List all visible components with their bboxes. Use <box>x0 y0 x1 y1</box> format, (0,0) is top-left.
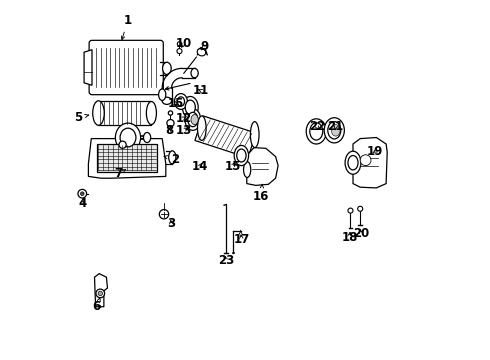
Circle shape <box>96 289 104 298</box>
Text: 4: 4 <box>78 197 86 210</box>
Text: 23: 23 <box>218 255 234 267</box>
Text: 11: 11 <box>193 84 209 97</box>
Ellipse shape <box>162 97 171 104</box>
Circle shape <box>169 111 172 115</box>
Circle shape <box>348 208 353 213</box>
Text: 15: 15 <box>168 97 184 110</box>
Text: 12: 12 <box>176 112 192 125</box>
Circle shape <box>80 192 84 195</box>
Text: 16: 16 <box>253 184 270 203</box>
Ellipse shape <box>345 151 361 174</box>
Ellipse shape <box>147 102 156 125</box>
Circle shape <box>98 291 102 296</box>
Ellipse shape <box>250 122 259 148</box>
Text: 21: 21 <box>328 120 344 133</box>
Text: 8: 8 <box>165 124 173 137</box>
Ellipse shape <box>182 96 198 118</box>
Ellipse shape <box>177 97 185 106</box>
Text: 9: 9 <box>200 40 209 53</box>
Ellipse shape <box>93 101 104 125</box>
Ellipse shape <box>324 118 344 143</box>
Ellipse shape <box>185 100 196 114</box>
Text: 19: 19 <box>367 145 384 158</box>
Ellipse shape <box>174 94 187 109</box>
Polygon shape <box>98 144 157 172</box>
Ellipse shape <box>116 123 141 152</box>
Text: 17: 17 <box>233 233 249 246</box>
Ellipse shape <box>191 68 198 78</box>
Polygon shape <box>84 50 92 85</box>
Ellipse shape <box>244 162 251 177</box>
Text: 18: 18 <box>341 231 358 244</box>
Text: 6: 6 <box>93 297 101 313</box>
Text: 15: 15 <box>224 160 241 173</box>
Text: 1: 1 <box>122 14 132 40</box>
Text: 3: 3 <box>167 217 175 230</box>
Polygon shape <box>247 148 278 185</box>
Text: 10: 10 <box>176 37 192 50</box>
Ellipse shape <box>234 145 248 166</box>
Ellipse shape <box>185 109 201 130</box>
Circle shape <box>358 206 363 211</box>
Text: 22: 22 <box>309 120 325 133</box>
Circle shape <box>177 42 182 46</box>
Circle shape <box>78 189 87 198</box>
Text: 2: 2 <box>164 153 179 166</box>
Ellipse shape <box>191 114 198 125</box>
Ellipse shape <box>120 128 136 147</box>
Bar <box>195 116 256 158</box>
Circle shape <box>177 49 182 54</box>
Polygon shape <box>88 139 166 178</box>
Text: 7: 7 <box>114 167 125 180</box>
Ellipse shape <box>144 132 151 143</box>
Polygon shape <box>95 274 107 307</box>
FancyBboxPatch shape <box>89 40 163 95</box>
Circle shape <box>167 120 174 127</box>
Polygon shape <box>353 138 387 188</box>
Text: 20: 20 <box>353 227 369 240</box>
Circle shape <box>159 210 169 219</box>
Ellipse shape <box>169 151 176 164</box>
Ellipse shape <box>328 122 341 139</box>
Ellipse shape <box>348 156 358 170</box>
Ellipse shape <box>159 89 166 100</box>
Ellipse shape <box>197 49 206 56</box>
Circle shape <box>119 141 126 148</box>
Ellipse shape <box>237 149 246 162</box>
Ellipse shape <box>163 62 171 75</box>
Circle shape <box>360 155 371 166</box>
Ellipse shape <box>188 112 198 127</box>
Ellipse shape <box>331 125 340 136</box>
Bar <box>98 101 151 125</box>
Text: 14: 14 <box>192 160 208 173</box>
Text: 13: 13 <box>176 124 192 137</box>
Ellipse shape <box>197 116 206 140</box>
Text: 5: 5 <box>74 111 89 124</box>
Ellipse shape <box>310 123 323 140</box>
Ellipse shape <box>306 119 326 144</box>
